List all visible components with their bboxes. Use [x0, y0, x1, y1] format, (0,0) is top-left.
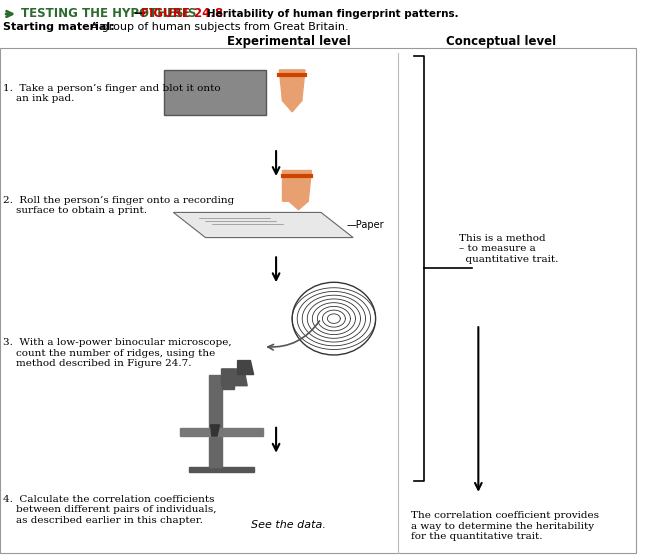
Text: A group of human subjects from Great Britain.: A group of human subjects from Great Bri… — [87, 22, 349, 32]
Text: The correlation coefficient provides
a way to determine the heritability
for the: The correlation coefficient provides a w… — [411, 511, 599, 541]
Polygon shape — [238, 361, 254, 375]
Text: Heritability of human fingerprint patterns.: Heritability of human fingerprint patter… — [197, 9, 459, 19]
Text: 2.  Roll the person’s finger onto a recording
    surface to obtain a print.: 2. Roll the person’s finger onto a recor… — [3, 196, 234, 215]
FancyBboxPatch shape — [164, 70, 267, 115]
Polygon shape — [282, 187, 308, 210]
Polygon shape — [221, 369, 234, 389]
Text: 1.  Take a person’s finger and blot it onto
    an ink pad.: 1. Take a person’s finger and blot it on… — [3, 84, 221, 103]
Polygon shape — [221, 369, 247, 386]
Polygon shape — [209, 375, 221, 467]
Polygon shape — [190, 467, 254, 472]
Polygon shape — [279, 70, 305, 101]
Text: 4.  Calculate the correlation coefficients
    between different pairs of indivi: 4. Calculate the correlation coefficient… — [3, 495, 217, 524]
Polygon shape — [210, 425, 219, 436]
Text: Conceptual level: Conceptual level — [446, 35, 556, 49]
Polygon shape — [282, 170, 312, 201]
Text: FIGURE 24.8: FIGURE 24.8 — [141, 7, 223, 21]
Text: This is a method
– to measure a
  quantitative trait.: This is a method – to measure a quantita… — [459, 234, 558, 264]
Polygon shape — [180, 428, 263, 436]
Text: —Paper: —Paper — [347, 220, 384, 230]
Text: Experimental level: Experimental level — [227, 35, 351, 49]
Polygon shape — [173, 212, 353, 238]
Text: Starting material:: Starting material: — [3, 22, 115, 32]
Text: TESTING THE HYPOTHESIS: TESTING THE HYPOTHESIS — [21, 7, 196, 21]
Text: 3.  With a low-power binocular microscope,
    count the number of ridges, using: 3. With a low-power binocular microscope… — [3, 338, 232, 368]
Text: —: — — [130, 7, 150, 21]
Polygon shape — [282, 84, 302, 112]
Text: See the data.: See the data. — [252, 520, 326, 530]
